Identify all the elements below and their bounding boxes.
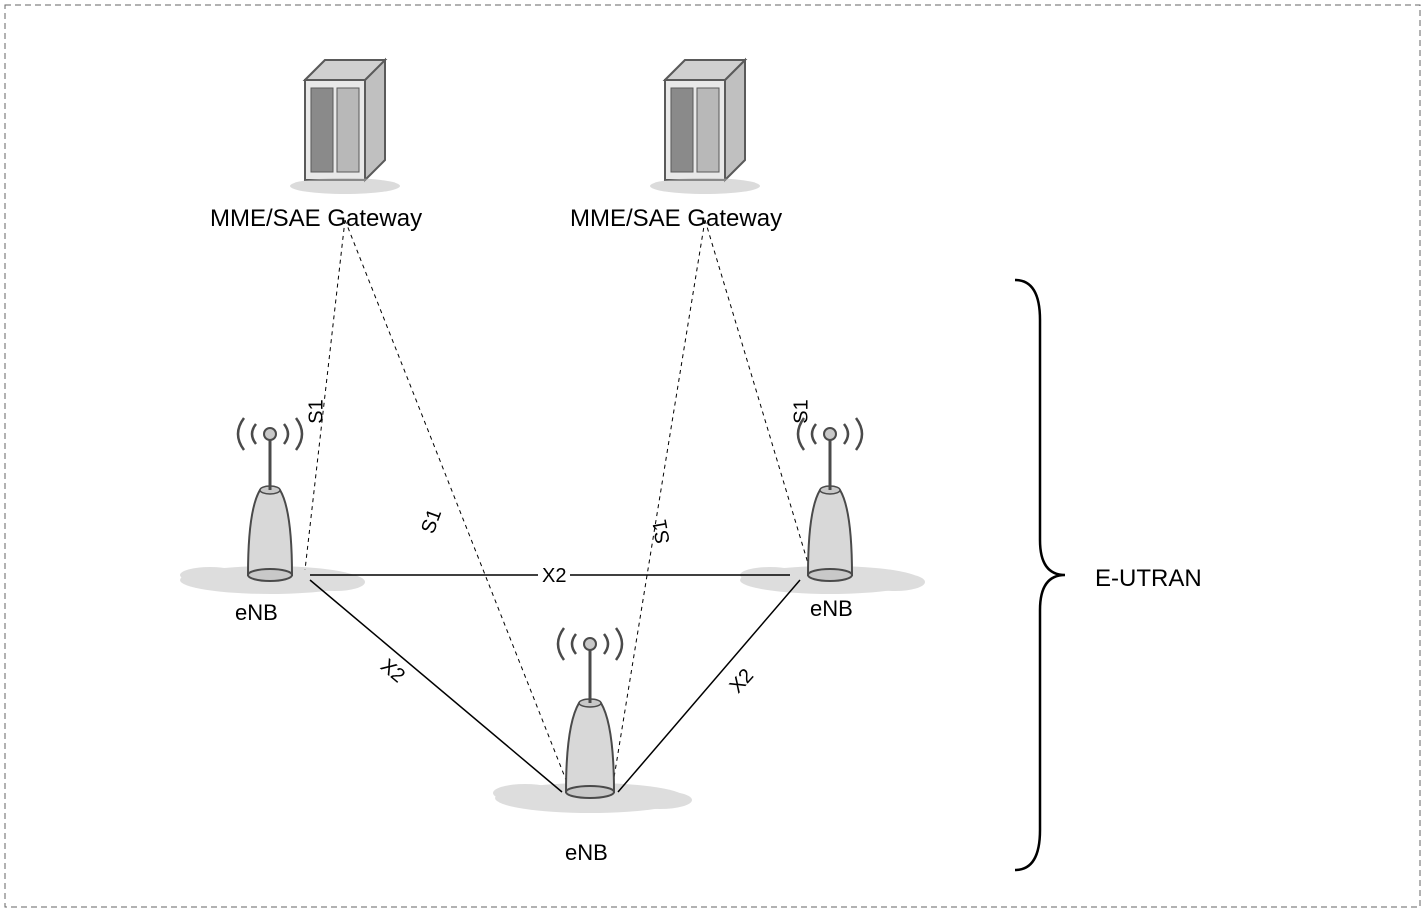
link-label-s1-3: S1 <box>791 399 814 423</box>
eutran-label: E-UTRAN <box>1095 565 1202 593</box>
edge-s1-gw2-enb2 <box>705 220 810 570</box>
enb-label-2: eNB <box>810 596 853 622</box>
antenna-icon-enb3 <box>558 628 622 798</box>
enb-label-1: eNB <box>235 600 278 626</box>
link-label-x2-1: X2 <box>538 565 570 588</box>
brace-icon <box>1015 280 1065 870</box>
network-diagram: MME/SAE Gateway MME/SAE Gateway eNB eNB … <box>0 0 1426 914</box>
enb-label-3: eNB <box>565 840 608 866</box>
server-icon-gw1 <box>290 60 400 194</box>
link-label-s1-1: S1 <box>306 399 329 423</box>
edge-x2-enb1-enb3 <box>310 580 562 792</box>
edges <box>305 220 810 792</box>
gateway-label-1: MME/SAE Gateway <box>210 205 422 233</box>
edge-x2-enb2-enb3 <box>618 580 800 792</box>
edge-s1-gw1-enb1 <box>305 220 345 570</box>
link-label-s1-4: S1 <box>649 517 676 545</box>
gateway-label-2: MME/SAE Gateway <box>570 205 782 233</box>
server-icon-gw2 <box>650 60 760 194</box>
antenna-icon-enb2 <box>798 418 862 581</box>
diagram-svg <box>0 0 1426 914</box>
edge-s1-gw2-enb3 <box>612 220 705 790</box>
antenna-icon-enb1 <box>238 418 302 581</box>
